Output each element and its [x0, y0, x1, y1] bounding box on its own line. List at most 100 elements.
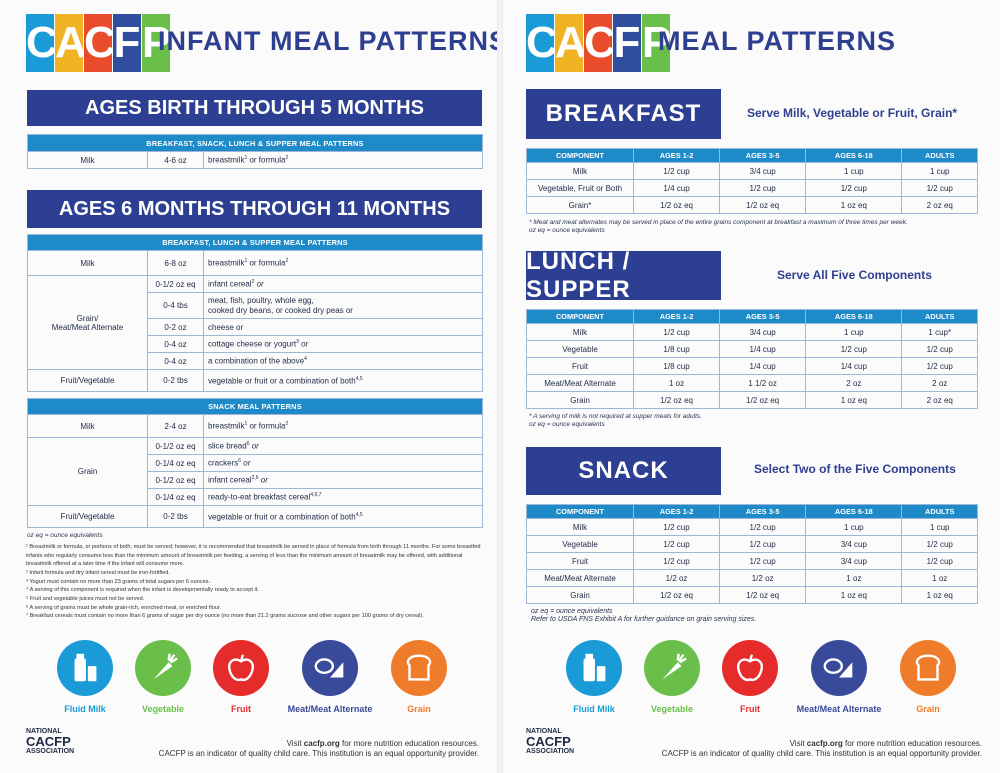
column-header: ADULTS: [901, 309, 978, 324]
icon-label: Fluid Milk: [573, 704, 615, 714]
food-cell: breastmilk1 or formula2: [203, 250, 483, 276]
footnote: ⁷ Breakfast cereals must contain no more…: [26, 613, 424, 620]
food-cell: vegetable or fruit or a combination of b…: [203, 505, 483, 528]
component-cell: Fruit/Vegetable: [27, 505, 148, 528]
org-line: ASSOCIATION: [526, 748, 575, 755]
table-row: Milk 1/2 cup 1/2 cup 1 cup 1 cup: [526, 518, 978, 536]
note-line: * Meat and meat alternates may be served…: [529, 219, 908, 226]
component-cell: Milk: [526, 162, 634, 180]
table-header-row: COMPONENT AGES 1-2 AGES 3-5 AGES 6-18 AD…: [526, 504, 978, 519]
logo-letter: P: [142, 14, 171, 72]
value-cell: 3/4 cup: [805, 535, 903, 553]
website-link[interactable]: cacfp.org: [806, 739, 843, 748]
apple-icon: [722, 640, 778, 696]
bread-icon: [900, 640, 956, 696]
component-cell: Grain/Meat/Meat Alternate: [27, 275, 148, 370]
value-cell: 1 cup: [901, 162, 978, 180]
table-row: Grain/Meat/Meat Alternate 0-1/2 oz eq in…: [27, 275, 483, 370]
bread-icon: [391, 640, 447, 696]
table-row: Grain 0-1/2 oz eq slice bread6 or: [27, 437, 483, 506]
value-cell: 1 cup: [805, 323, 903, 341]
note-line: oz eq = ounce equivalents: [531, 608, 613, 615]
amount-cell: 0-2 tbs: [147, 505, 204, 528]
value-cell: 1/2 cup: [901, 535, 978, 553]
snack-note: oz eq = ounce equivalents Refer to USDA …: [531, 608, 981, 625]
icon-label: Grain: [407, 704, 431, 714]
breakfast-tagline: Serve Milk, Vegetable or Fruit, Grain*: [747, 106, 958, 120]
fluid-milk-group: Fluid Milk: [555, 640, 633, 714]
component-cell: Meat/Meat Alternate: [526, 374, 634, 392]
note-line: * A serving of milk is not required at s…: [529, 413, 702, 420]
page-title: MEAL PATTERNS: [658, 26, 897, 56]
right-header: C A C F P MEAL PATTERNS: [503, 10, 1000, 80]
value-cell: 1/2 cup: [901, 340, 978, 358]
column-header: AGES 1-2: [632, 504, 721, 519]
logo-letter: P: [642, 14, 671, 72]
org-line: NATIONAL: [526, 728, 562, 735]
amount-cell: 0-4 oz: [147, 352, 204, 370]
value-cell: 1/2 oz: [719, 569, 807, 587]
table-row: Grain* 1/2 oz eq 1/2 oz eq 1 oz eq 2 oz …: [526, 196, 978, 214]
value-cell: 3/4 cup: [719, 323, 807, 341]
value-cell: 2 oz: [805, 374, 903, 392]
icon-label: Vegetable: [141, 704, 185, 714]
value-cell: 1/2 oz eq: [632, 391, 721, 409]
icon-label: Vegetable: [650, 704, 694, 714]
value-cell: 1/2 cup: [805, 179, 903, 197]
food-group-icons: Fluid Milk Vegetable Fruit Meat/Meat Alt…: [555, 640, 967, 714]
column-header: ADULTS: [901, 504, 978, 519]
footnote: ⁵ Fruit and vegetable juices must not be…: [26, 595, 145, 602]
cacfp-logo: C A C F P: [526, 14, 671, 72]
page-fold: [497, 0, 503, 773]
amount-cell: 0-1/2 oz eq: [147, 437, 204, 455]
national-cacfp-logo: NATIONAL CACFP ASSOCIATION: [526, 728, 626, 760]
food-cell: cottage cheese or yogurt3 or: [203, 335, 483, 353]
footer-line: CACFP is an indicator of quality child c…: [158, 749, 479, 758]
column-header: AGES 3-5: [719, 148, 807, 163]
value-cell: 1/2 oz: [632, 569, 721, 587]
logo-letter: C: [526, 14, 558, 72]
value-cell: 1 oz: [805, 569, 903, 587]
component-cell: Vegetable, Fruit or Both: [526, 179, 634, 197]
icon-label: Fruit: [740, 704, 760, 714]
food-cell: infant cereal2 or: [203, 275, 483, 293]
value-cell: 1/4 cup: [632, 179, 721, 197]
website-link[interactable]: cacfp.org: [303, 739, 340, 748]
org-line: NATIONAL: [26, 728, 62, 735]
fruit-group: Fruit: [202, 640, 280, 714]
lunch-supper-banner: LUNCH / SUPPER: [526, 248, 721, 303]
meat-cheese-icon: [302, 640, 358, 696]
apple-icon: [213, 640, 269, 696]
milk-icon: [57, 640, 113, 696]
value-cell: 1/2 cup: [805, 340, 903, 358]
value-cell: 1/8 cup: [632, 357, 721, 375]
org-line: CACFP: [26, 734, 71, 749]
age-banner-6-11-months: AGES 6 MONTHS THROUGH 11 MONTHS: [27, 190, 482, 228]
6-11-months-table: BREAKFAST, LUNCH & SUPPER MEAL PATTERNS …: [27, 234, 483, 392]
cacfp-logo: C A C F P: [26, 14, 171, 72]
footer-line: Visit cacfp.org for more nutrition educa…: [286, 739, 479, 748]
icon-label: Meat/Meat Alternate: [287, 704, 373, 714]
component-cell: Vegetable: [526, 340, 634, 358]
value-cell: 2 oz: [901, 374, 978, 392]
footnote: ² Infant formula and dry infant cereal m…: [26, 569, 170, 576]
meat-cheese-icon: [811, 640, 867, 696]
component-cell: Milk: [27, 414, 148, 438]
footnote: ⁶ A serving of grains must be whole grai…: [26, 604, 222, 611]
table-row: Vegetable 1/8 cup 1/4 cup 1/2 cup 1/2 cu…: [526, 340, 978, 358]
logo-letter: F: [613, 14, 641, 72]
table-row: Vegetable 1/2 cup 1/2 cup 3/4 cup 1/2 cu…: [526, 535, 978, 553]
value-cell: 1/2 oz eq: [632, 196, 721, 214]
food-cell: infant cereal2,6 or: [203, 471, 483, 489]
amount-cell: 0-1/4 oz eq: [147, 488, 204, 506]
amount-cell: 0-1/2 oz eq: [147, 471, 204, 489]
value-cell: 1 oz eq: [805, 586, 903, 604]
column-header: AGES 6-18: [805, 148, 903, 163]
table-row: Fruit 1/2 cup 1/2 cup 3/4 cup 1/2 cup: [526, 552, 978, 570]
table-header-row: COMPONENT AGES 1-2 AGES 3-5 AGES 6-18 AD…: [526, 309, 978, 324]
note-line: oz eq = ounce equivalents: [529, 420, 605, 428]
icon-label: Meat/Meat Alternate: [796, 704, 882, 714]
value-cell: 1/2 oz eq: [632, 586, 721, 604]
amount-cell: 4-6 oz: [147, 151, 204, 169]
table-row: Fruit/Vegetable 0-2 tbs vegetable or fru…: [27, 505, 483, 528]
